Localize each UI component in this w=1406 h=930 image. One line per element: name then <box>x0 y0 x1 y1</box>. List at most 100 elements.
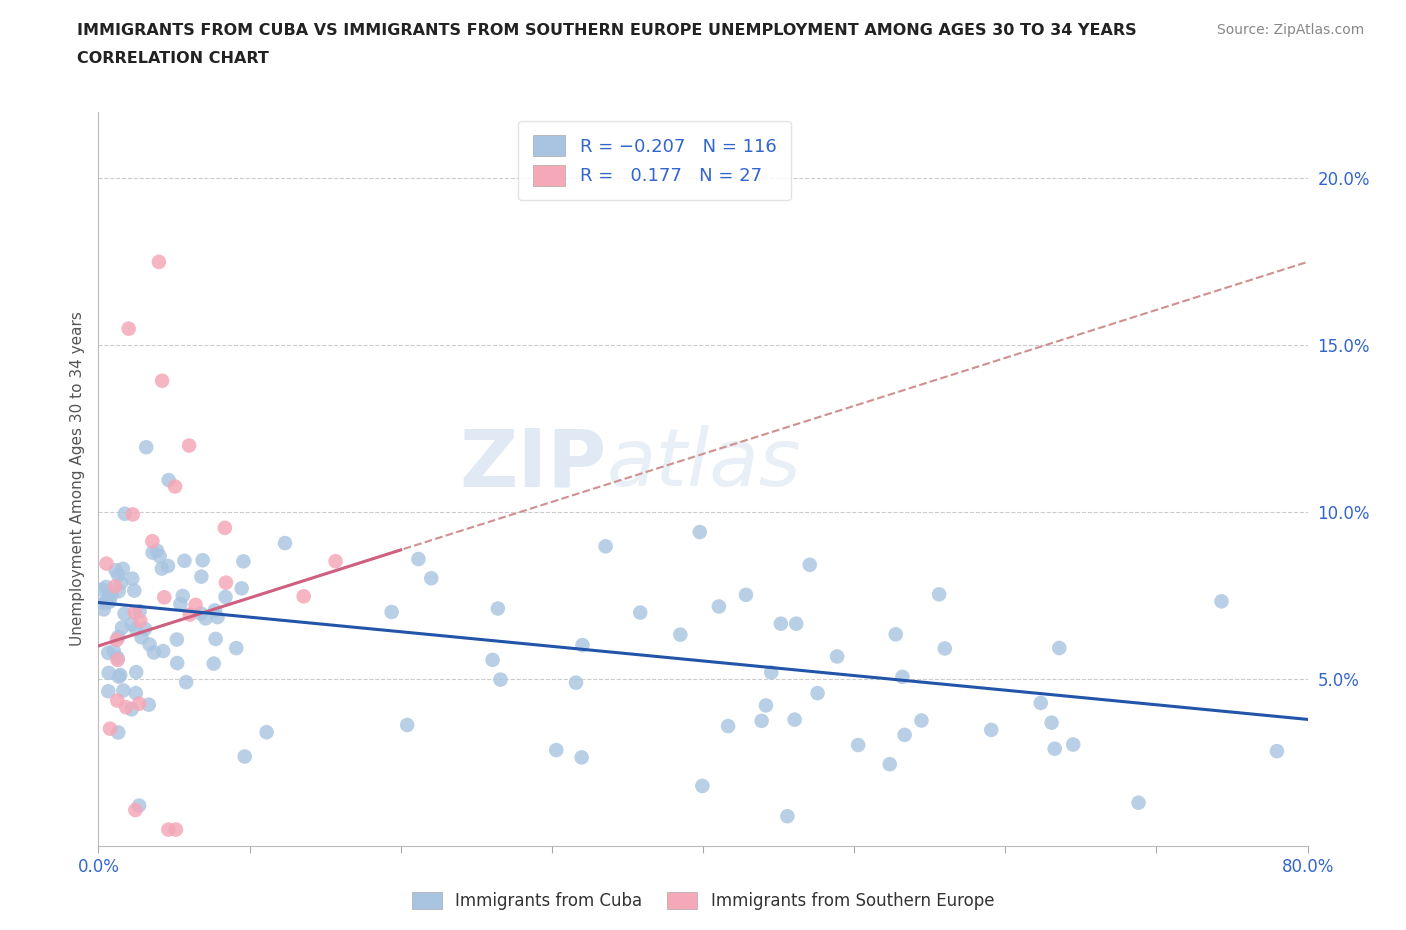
Point <box>107 725 129 740</box>
Point <box>231 581 253 596</box>
Point <box>100 588 122 603</box>
Point <box>98 722 121 737</box>
Point <box>910 713 932 728</box>
Point <box>884 627 907 642</box>
Point <box>105 693 128 708</box>
Point <box>204 631 226 646</box>
Point <box>138 637 160 652</box>
Point <box>114 606 136 621</box>
Point <box>214 521 236 536</box>
Point <box>142 645 165 660</box>
Point <box>1211 594 1233 609</box>
Point <box>1062 737 1084 752</box>
Point <box>96 592 118 607</box>
Point <box>225 641 247 656</box>
Point <box>934 641 956 656</box>
Point <box>769 617 792 631</box>
Point <box>1128 795 1150 810</box>
Point <box>157 822 180 837</box>
Point <box>707 599 730 614</box>
Point <box>125 685 148 700</box>
Point <box>785 617 807 631</box>
Point <box>173 553 195 568</box>
Point <box>166 632 188 647</box>
Point <box>190 569 212 584</box>
Point <box>799 557 821 572</box>
Point <box>121 507 143 522</box>
Point <box>190 606 212 621</box>
Point <box>489 672 512 687</box>
Point <box>755 698 778 713</box>
Point <box>325 553 347 568</box>
Point <box>118 321 141 336</box>
Point <box>125 665 148 680</box>
Point <box>717 719 740 734</box>
Legend: R = −0.207   N = 116, R =   0.177   N = 27: R = −0.207 N = 116, R = 0.177 N = 27 <box>519 121 792 200</box>
Point <box>481 653 503 668</box>
Point <box>184 597 207 612</box>
Point <box>806 685 828 700</box>
Point <box>107 650 129 665</box>
Point <box>980 723 1002 737</box>
Point <box>893 727 915 742</box>
Point <box>692 778 714 793</box>
Point <box>107 567 129 582</box>
Point <box>104 579 127 594</box>
Point <box>134 621 156 636</box>
Point <box>104 563 127 578</box>
Point <box>98 594 121 609</box>
Point <box>108 668 131 683</box>
Point <box>825 649 848 664</box>
Point <box>486 601 509 616</box>
Point <box>157 558 180 573</box>
Point <box>98 587 121 602</box>
Point <box>202 657 225 671</box>
Point <box>292 589 315 604</box>
Point <box>103 644 125 658</box>
Point <box>628 605 651 620</box>
Point <box>214 590 236 604</box>
Point <box>115 699 138 714</box>
Point <box>114 506 136 521</box>
Point <box>546 743 568 758</box>
Point <box>150 561 173 576</box>
Point <box>111 620 134 635</box>
Point <box>166 656 188 671</box>
Point <box>172 589 194 604</box>
Point <box>669 627 692 642</box>
Point <box>96 556 118 571</box>
Point <box>107 630 129 644</box>
Point <box>761 665 783 680</box>
Point <box>735 588 758 603</box>
Point <box>149 549 172 564</box>
Point <box>129 613 152 628</box>
Point <box>105 632 128 647</box>
Point <box>420 571 443 586</box>
Point <box>124 803 146 817</box>
Point <box>169 597 191 612</box>
Point <box>128 697 150 711</box>
Point <box>256 724 278 739</box>
Y-axis label: Unemployment Among Ages 30 to 34 years: Unemployment Among Ages 30 to 34 years <box>69 312 84 646</box>
Point <box>928 587 950 602</box>
Point <box>396 718 419 733</box>
Point <box>152 644 174 658</box>
Point <box>179 438 201 453</box>
Point <box>165 479 187 494</box>
Point <box>207 610 229 625</box>
Point <box>571 638 593 653</box>
Point <box>776 809 799 824</box>
Text: IMMIGRANTS FROM CUBA VS IMMIGRANTS FROM SOUTHERN EUROPE UNEMPLOYMENT AMONG AGES : IMMIGRANTS FROM CUBA VS IMMIGRANTS FROM … <box>77 23 1137 38</box>
Point <box>1029 696 1052 711</box>
Text: Source: ZipAtlas.com: Source: ZipAtlas.com <box>1216 23 1364 37</box>
Point <box>138 698 160 712</box>
Point <box>122 583 145 598</box>
Point <box>274 536 297 551</box>
Point <box>153 590 176 604</box>
Point <box>204 603 226 618</box>
Point <box>93 602 115 617</box>
Point <box>96 593 118 608</box>
Point <box>121 702 143 717</box>
Point <box>128 604 150 618</box>
Point <box>689 525 711 539</box>
